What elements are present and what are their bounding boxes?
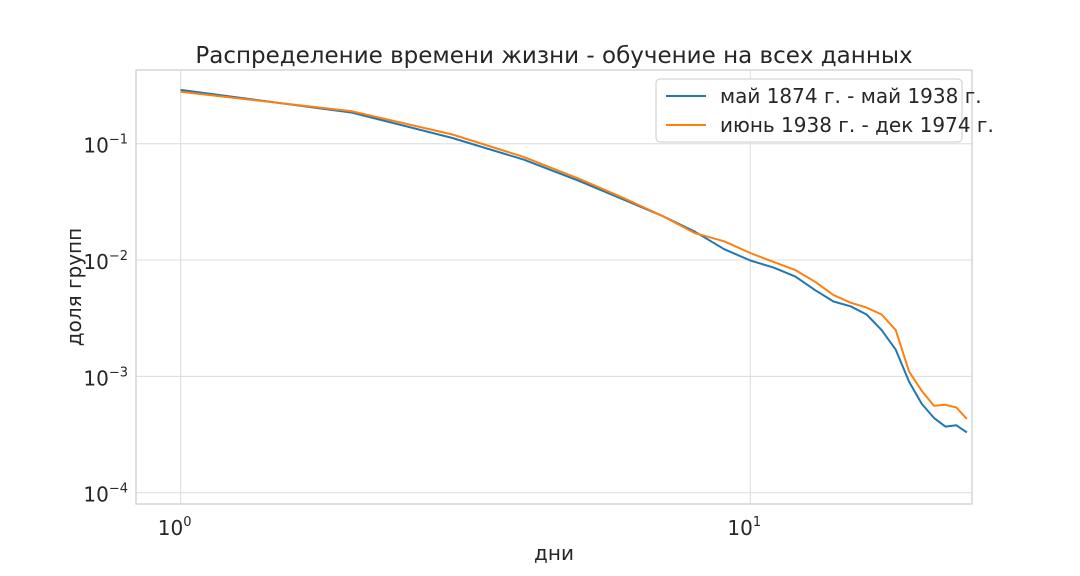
series-line-1 (180, 88, 968, 434)
x-tick-label: 101 (727, 515, 761, 540)
legend-box (655, 78, 963, 143)
tick-labels: 100 101 10−1 10−2 10−3 10−4 (83, 133, 761, 540)
plot-frame (135, 69, 973, 505)
legend: май 1874 г. - май 1938 г. июнь 1938 г. -… (655, 78, 994, 143)
y-tick-label: 10−4 (83, 482, 128, 507)
series-lines (180, 88, 968, 434)
y-tick-label: 10−1 (83, 133, 128, 158)
y-axis-label: доля групп (62, 228, 86, 346)
chart-title: Распределение времени жизни - обучение н… (195, 43, 912, 69)
legend-label-series-2: июнь 1938 г. - дек 1974 г. (720, 113, 994, 137)
legend-label-series-1: май 1874 г. - май 1938 г. (720, 84, 982, 108)
x-axis-label: дни (534, 541, 574, 565)
y-tick-label: 10−2 (83, 249, 128, 274)
series-line-2 (180, 90, 968, 420)
y-tick-label: 10−3 (83, 365, 128, 390)
x-tick-label: 100 (158, 515, 192, 540)
